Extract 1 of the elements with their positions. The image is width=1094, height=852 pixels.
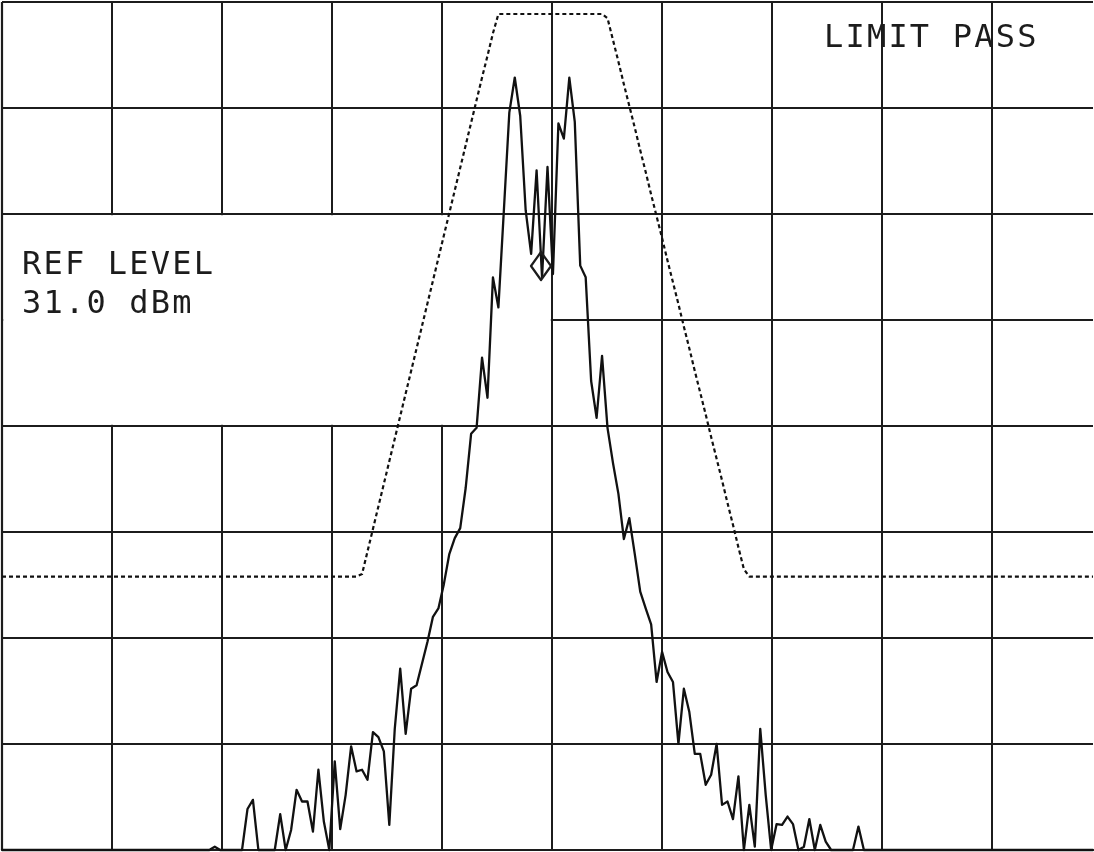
annotation: REF LEVEL 31.0 dBm bbox=[22, 244, 216, 321]
